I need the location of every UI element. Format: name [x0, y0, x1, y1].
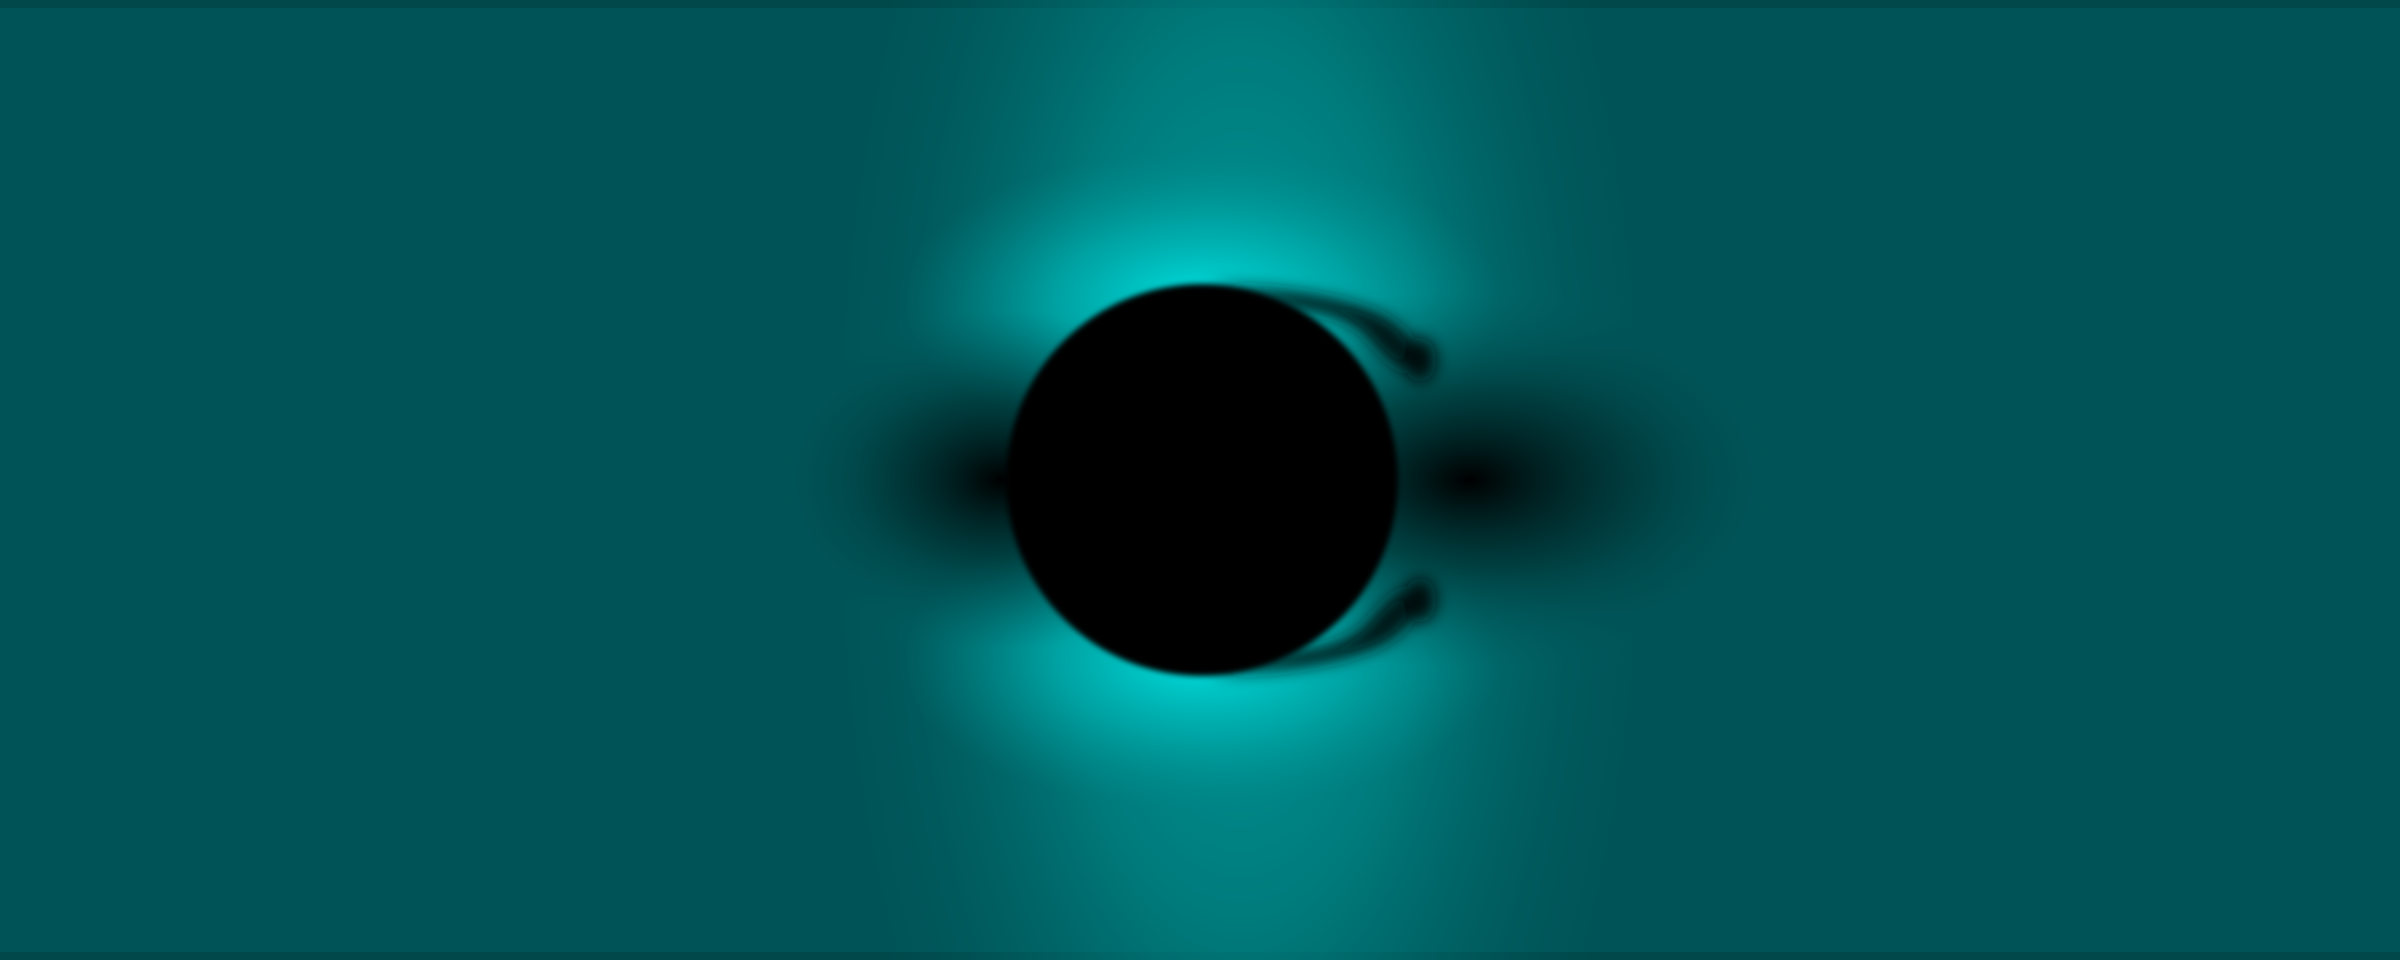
upper-shear-layer: [1210, 285, 1422, 380]
cylinder: [1006, 284, 1398, 676]
upper-vortex: [1404, 338, 1436, 382]
wake-vortices: [1210, 285, 1436, 675]
lower-vortex: [1404, 578, 1436, 622]
lower-shear-layer: [1210, 580, 1422, 675]
